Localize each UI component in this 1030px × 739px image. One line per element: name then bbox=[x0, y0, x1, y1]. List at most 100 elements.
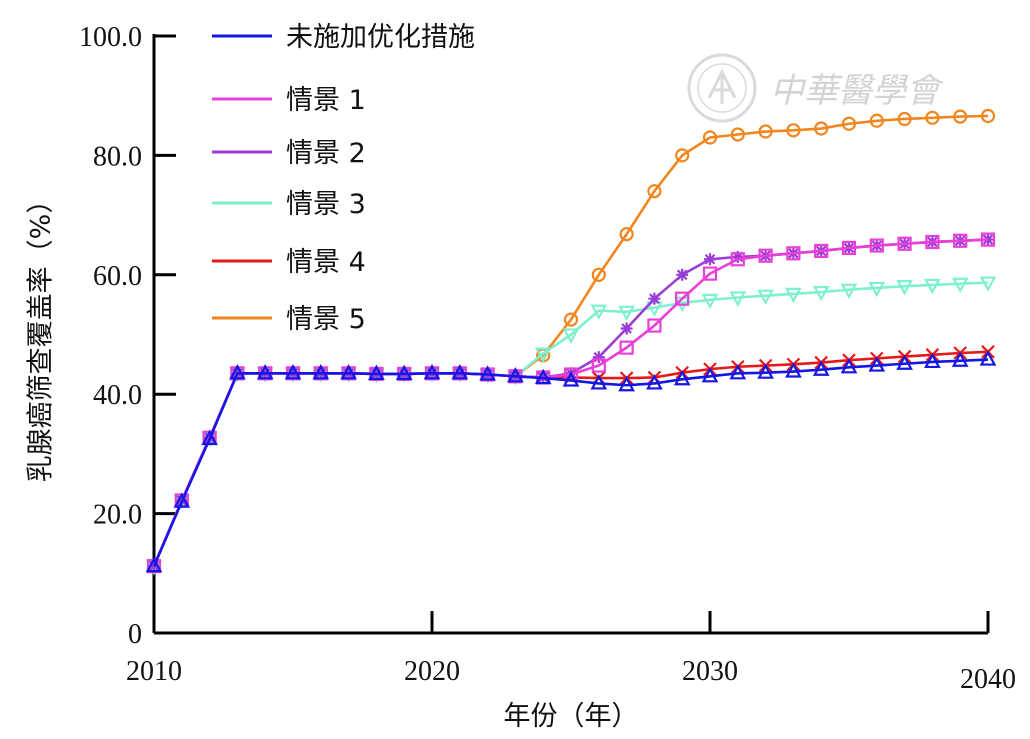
data-point bbox=[591, 358, 606, 373]
data-point bbox=[704, 253, 716, 266]
legend-item: 情景 5 bbox=[212, 304, 366, 335]
data-point bbox=[869, 113, 884, 128]
data-point bbox=[145, 556, 163, 573]
data-point bbox=[979, 276, 997, 292]
data-point bbox=[897, 236, 912, 251]
legend-label: 情景 1 bbox=[286, 85, 366, 116]
data-point bbox=[841, 116, 857, 131]
data-point bbox=[785, 287, 802, 304]
data-point bbox=[757, 289, 774, 306]
legend-item: 情景 4 bbox=[212, 247, 366, 278]
legend-item: 情景 1 bbox=[212, 85, 366, 116]
data-point bbox=[980, 108, 996, 124]
data-point bbox=[701, 293, 719, 310]
x-tick-label: 2040 bbox=[960, 664, 1016, 695]
data-point bbox=[619, 340, 634, 355]
data-point bbox=[953, 109, 968, 124]
data-point bbox=[897, 111, 912, 127]
legend-label: 未施加优化措施 bbox=[286, 22, 475, 53]
data-point bbox=[925, 234, 940, 250]
data-point bbox=[953, 233, 968, 248]
legend-item: 情景 2 bbox=[212, 138, 366, 169]
data-point bbox=[675, 291, 690, 306]
y-tick-label: 20.0 bbox=[93, 500, 142, 531]
data-point bbox=[840, 283, 858, 300]
data-point bbox=[758, 248, 773, 263]
data-point bbox=[590, 374, 608, 390]
data-point bbox=[534, 368, 552, 385]
data-point bbox=[201, 429, 218, 446]
legend-label: 情景 4 bbox=[286, 247, 366, 278]
data-point bbox=[675, 148, 690, 163]
data-point bbox=[340, 363, 357, 380]
series-1 bbox=[145, 350, 997, 573]
data-point bbox=[563, 312, 579, 327]
data-point bbox=[647, 184, 662, 199]
series-2 bbox=[146, 232, 996, 574]
data-point bbox=[676, 268, 689, 281]
data-point bbox=[951, 351, 969, 367]
data-point bbox=[980, 232, 996, 247]
y-tick-label: 80.0 bbox=[93, 141, 142, 172]
data-point bbox=[757, 363, 774, 379]
data-point bbox=[646, 374, 663, 390]
data-point bbox=[731, 250, 744, 263]
data-point bbox=[786, 123, 801, 138]
data-point bbox=[620, 322, 633, 335]
data-point bbox=[729, 363, 747, 380]
series-3 bbox=[148, 233, 994, 573]
data-point bbox=[729, 291, 747, 307]
data-point bbox=[814, 243, 829, 259]
data-point bbox=[702, 130, 718, 145]
series-line bbox=[152, 350, 989, 567]
data-point bbox=[979, 350, 997, 366]
watermark-seal-icon bbox=[687, 53, 757, 123]
x-tick-label: 2010 bbox=[126, 656, 182, 687]
data-point bbox=[423, 363, 441, 380]
data-point bbox=[647, 318, 662, 333]
data-point bbox=[730, 252, 745, 267]
data-point bbox=[173, 492, 191, 508]
data-point bbox=[924, 352, 941, 369]
data-point bbox=[562, 371, 580, 387]
data-point bbox=[840, 358, 858, 374]
data-point bbox=[812, 286, 830, 302]
data-point bbox=[785, 362, 802, 378]
data-point bbox=[758, 124, 773, 139]
data-point bbox=[702, 266, 718, 281]
y-tick-label: 60.0 bbox=[93, 261, 142, 292]
data-point bbox=[451, 363, 469, 380]
legend-label: 情景 3 bbox=[286, 189, 366, 220]
data-point bbox=[592, 351, 605, 364]
data-point bbox=[256, 363, 274, 380]
data-point bbox=[814, 121, 829, 136]
data-point bbox=[312, 363, 330, 380]
watermark-text: 中華醫學會 bbox=[770, 71, 945, 111]
x-tick-label: 2030 bbox=[682, 656, 738, 687]
legend-label: 情景 2 bbox=[286, 138, 366, 169]
data-point bbox=[786, 246, 801, 261]
data-point bbox=[925, 110, 940, 125]
data-point bbox=[869, 238, 884, 253]
data-point bbox=[619, 227, 634, 242]
data-point bbox=[618, 305, 635, 322]
legend-label: 情景 5 bbox=[286, 304, 366, 335]
data-point bbox=[562, 328, 580, 344]
data-point bbox=[673, 369, 691, 386]
data-point bbox=[951, 277, 969, 294]
data-point bbox=[591, 267, 606, 282]
data-point bbox=[924, 278, 941, 295]
data-point bbox=[730, 127, 745, 142]
series-line bbox=[152, 358, 989, 567]
data-point bbox=[618, 375, 635, 392]
data-point bbox=[868, 281, 886, 298]
x-axis-title: 年份（年） bbox=[504, 701, 639, 732]
data-point bbox=[701, 366, 719, 383]
data-point bbox=[395, 364, 413, 381]
y-tick-label: 100.0 bbox=[79, 22, 142, 53]
data-point bbox=[479, 365, 496, 381]
y-tick-label: 40.0 bbox=[93, 380, 142, 411]
legend-item: 情景 3 bbox=[212, 189, 366, 220]
